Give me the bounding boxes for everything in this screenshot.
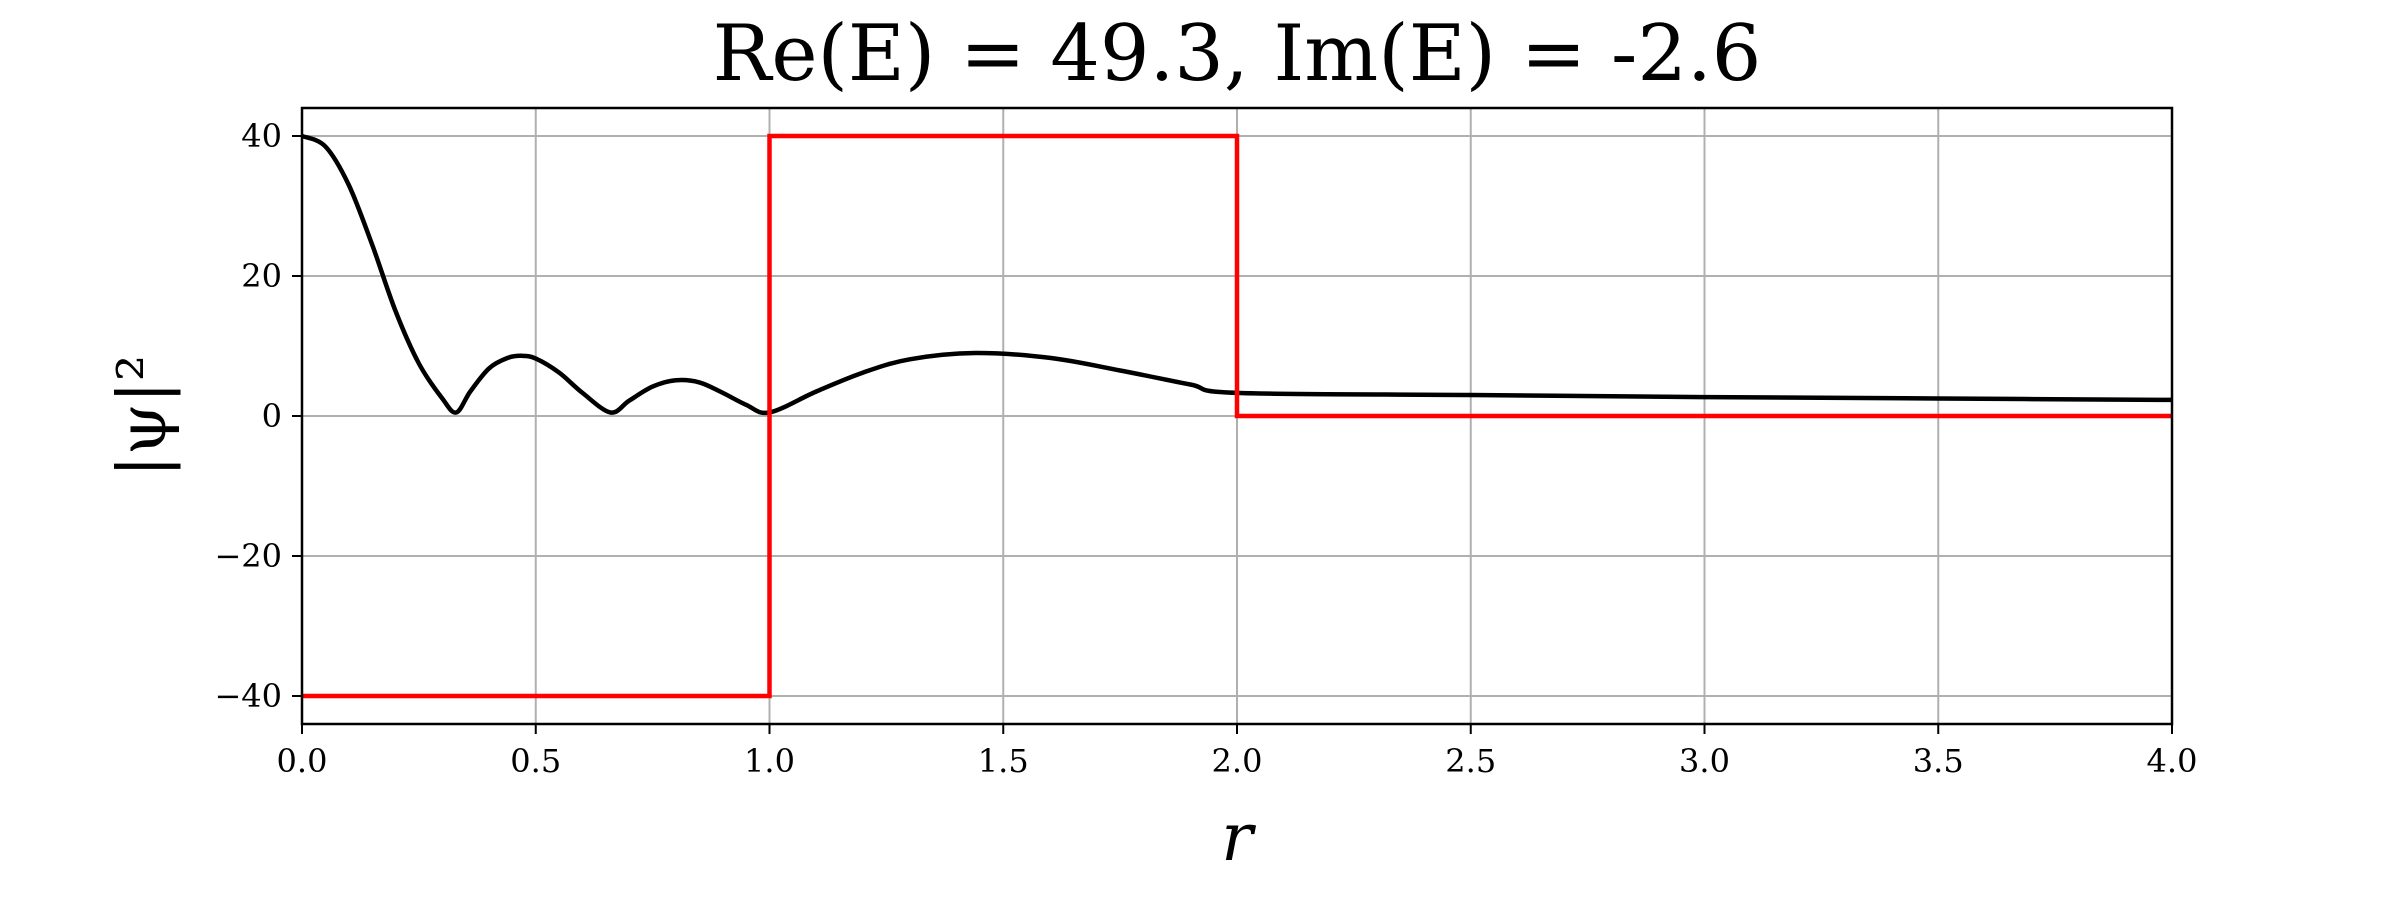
x-tick-label: 4.0 (2147, 742, 2198, 780)
x-tick-label: 0.0 (277, 742, 328, 780)
x-tick-label: 2.5 (1445, 742, 1496, 780)
x-tick-label: 1.5 (978, 742, 1029, 780)
y-tick-label: 40 (241, 117, 282, 155)
ticks: 0.0 0.5 1.0 1.5 2.0 2.5 3.0 3.5 4.0 40 20 0 −20 −40 (214, 117, 2197, 780)
y-axis-label: |ψ|² (104, 355, 181, 478)
y-tick-label: 20 (241, 257, 282, 295)
x-axis-label: r (1221, 799, 1256, 876)
x-tick-label: 2.0 (1212, 742, 1263, 780)
chart-title: Re(E) = 49.3, Im(E) = -2.6 (713, 9, 1762, 99)
wavefunction-line (301, 133, 2173, 416)
y-tick-label: −20 (214, 537, 282, 575)
x-tick-label: 3.0 (1679, 742, 1730, 780)
potential-line (302, 133, 2172, 699)
x-tick-label: 3.5 (1913, 742, 1964, 780)
x-tick-label: 0.5 (510, 742, 561, 780)
x-tick-label: 1.0 (744, 742, 795, 780)
y-tick-label: 0 (262, 397, 282, 435)
y-tick-label: −40 (214, 677, 282, 715)
series-layer (301, 133, 2173, 699)
